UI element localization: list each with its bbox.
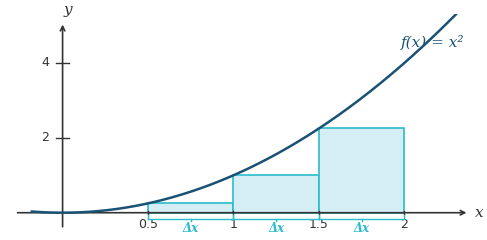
Text: Δx: Δx (268, 222, 284, 235)
Text: f(x) = x²: f(x) = x² (401, 35, 465, 50)
Text: 1: 1 (229, 218, 237, 231)
Text: Δx: Δx (354, 222, 370, 235)
Bar (319, 128, 404, 213)
Text: 0.5: 0.5 (138, 218, 158, 231)
Text: 1.5: 1.5 (309, 218, 329, 231)
Text: 4: 4 (41, 56, 49, 69)
Text: y: y (63, 3, 72, 17)
Text: 2: 2 (400, 218, 408, 231)
Bar (148, 203, 233, 213)
Text: x: x (475, 206, 484, 220)
Text: 2: 2 (41, 131, 49, 144)
Bar (233, 175, 319, 213)
Text: Δx: Δx (183, 222, 199, 235)
